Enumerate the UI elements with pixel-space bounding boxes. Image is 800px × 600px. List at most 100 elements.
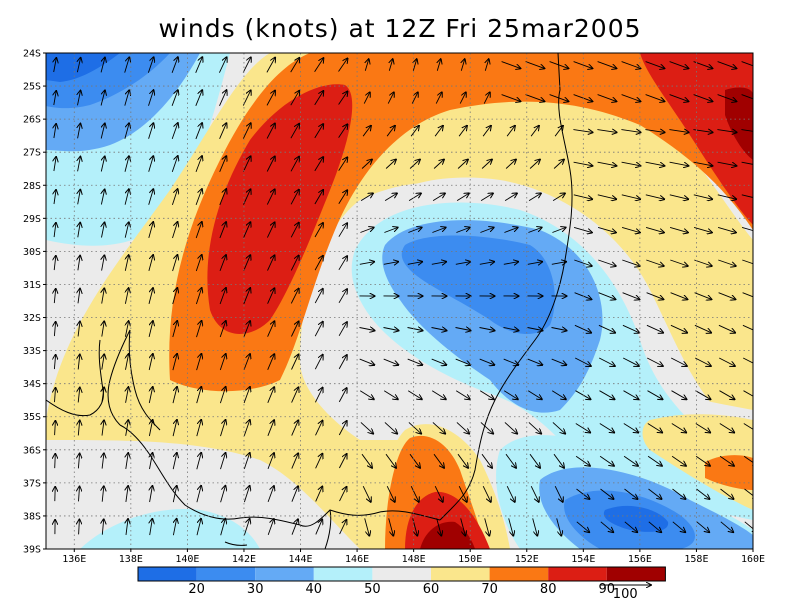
wind-vector xyxy=(360,422,373,433)
wind-vector xyxy=(290,256,298,271)
wind-vector xyxy=(411,92,418,104)
wind-vector xyxy=(242,123,250,139)
wind-vector xyxy=(694,324,711,332)
wind-vector xyxy=(79,487,80,502)
wind-vector xyxy=(78,454,79,469)
wind-vector xyxy=(148,189,154,205)
wind-vector xyxy=(669,226,688,232)
wind-vector xyxy=(718,324,735,332)
wind-vector xyxy=(623,390,639,400)
wind-vector xyxy=(361,453,372,468)
wind-vector xyxy=(360,228,373,233)
wind-vector xyxy=(482,486,491,502)
wind-vector xyxy=(338,92,348,105)
wind-vector xyxy=(718,259,735,266)
wind-vector xyxy=(741,61,753,67)
wind-vector xyxy=(172,321,177,338)
wind-vector xyxy=(338,388,346,403)
wind-vector xyxy=(482,126,491,137)
wind-vector xyxy=(694,357,711,366)
wind-vector xyxy=(552,422,565,433)
wind-vector xyxy=(648,488,662,499)
wind-vector xyxy=(243,453,249,470)
wind-vector xyxy=(195,57,203,73)
wind-vector xyxy=(459,92,466,104)
wind-vector xyxy=(338,289,347,304)
wind-vector xyxy=(528,193,541,201)
wind-vector xyxy=(647,455,662,466)
wind-vector xyxy=(54,322,55,337)
colorbar-swatch xyxy=(138,567,197,581)
wind-vector xyxy=(741,194,753,198)
wind-vector xyxy=(554,486,563,502)
wind-vector xyxy=(719,455,734,466)
wind-vector xyxy=(501,94,521,102)
wind-vector xyxy=(219,189,226,206)
wind-vector xyxy=(359,262,374,265)
wind-vector xyxy=(102,321,104,337)
wind-vector xyxy=(410,486,419,502)
wind-vector xyxy=(573,61,593,69)
wind-vector xyxy=(645,226,664,232)
wind-vector xyxy=(669,161,689,166)
wind-vector xyxy=(361,160,372,169)
wind-vector xyxy=(219,90,227,106)
wind-vector xyxy=(101,190,104,205)
reference-vector-label: 100 xyxy=(613,587,638,600)
wind-vector xyxy=(506,126,515,137)
wind-vector xyxy=(693,194,712,199)
lon-label: 136E xyxy=(62,554,86,565)
colorbar-label: 80 xyxy=(540,582,557,597)
lon-label: 158E xyxy=(684,554,708,565)
wind-vector xyxy=(694,259,711,266)
wind-vector xyxy=(195,90,202,106)
wind-vector xyxy=(503,328,519,331)
wind-vector xyxy=(483,92,490,104)
wind-vector xyxy=(645,194,664,199)
wind-vector xyxy=(549,94,569,102)
wind-vector xyxy=(388,518,394,535)
wind-vector xyxy=(359,390,374,400)
wind-vector xyxy=(267,354,275,370)
wind-vector xyxy=(148,123,154,139)
wind-vector xyxy=(172,222,178,239)
wind-vector xyxy=(530,126,539,137)
wind-vector xyxy=(365,59,368,71)
wind-vector xyxy=(408,228,421,233)
wind-vector xyxy=(717,161,737,166)
wind-vector xyxy=(78,322,80,337)
wind-vector xyxy=(148,156,154,172)
wind-vector xyxy=(266,157,275,172)
wind-vector xyxy=(485,59,488,71)
wind-vector xyxy=(436,518,442,535)
wind-vector xyxy=(431,390,446,400)
wind-vector xyxy=(695,455,710,466)
wind-vector xyxy=(458,486,467,502)
wind-vector xyxy=(126,354,129,370)
wind-vector xyxy=(645,61,665,69)
wind-vector xyxy=(314,355,322,370)
wind-vector xyxy=(172,255,178,272)
wind-vector xyxy=(503,262,518,265)
wind-vector xyxy=(314,58,324,73)
colorbar-label: 70 xyxy=(481,582,498,597)
wind-vector xyxy=(243,519,249,536)
wind-vector xyxy=(455,358,471,365)
wind-vector xyxy=(54,256,56,271)
wind-vector xyxy=(290,157,299,172)
wind-vector xyxy=(503,358,519,365)
wind-vector xyxy=(78,190,81,205)
wind-vector xyxy=(78,223,80,238)
wind-vector xyxy=(600,521,613,532)
speed-band-70-se xyxy=(642,414,753,510)
wind-vector xyxy=(599,455,614,466)
wind-vector xyxy=(504,193,517,201)
colorbar-label: 90 xyxy=(599,582,616,597)
wind-vector xyxy=(455,262,470,265)
wind-vector xyxy=(148,288,153,305)
wind-vector xyxy=(553,160,564,169)
wind-vector xyxy=(508,518,514,535)
lon-label: 148E xyxy=(402,554,426,565)
wind-vector xyxy=(267,453,274,470)
wind-vector xyxy=(696,521,709,532)
